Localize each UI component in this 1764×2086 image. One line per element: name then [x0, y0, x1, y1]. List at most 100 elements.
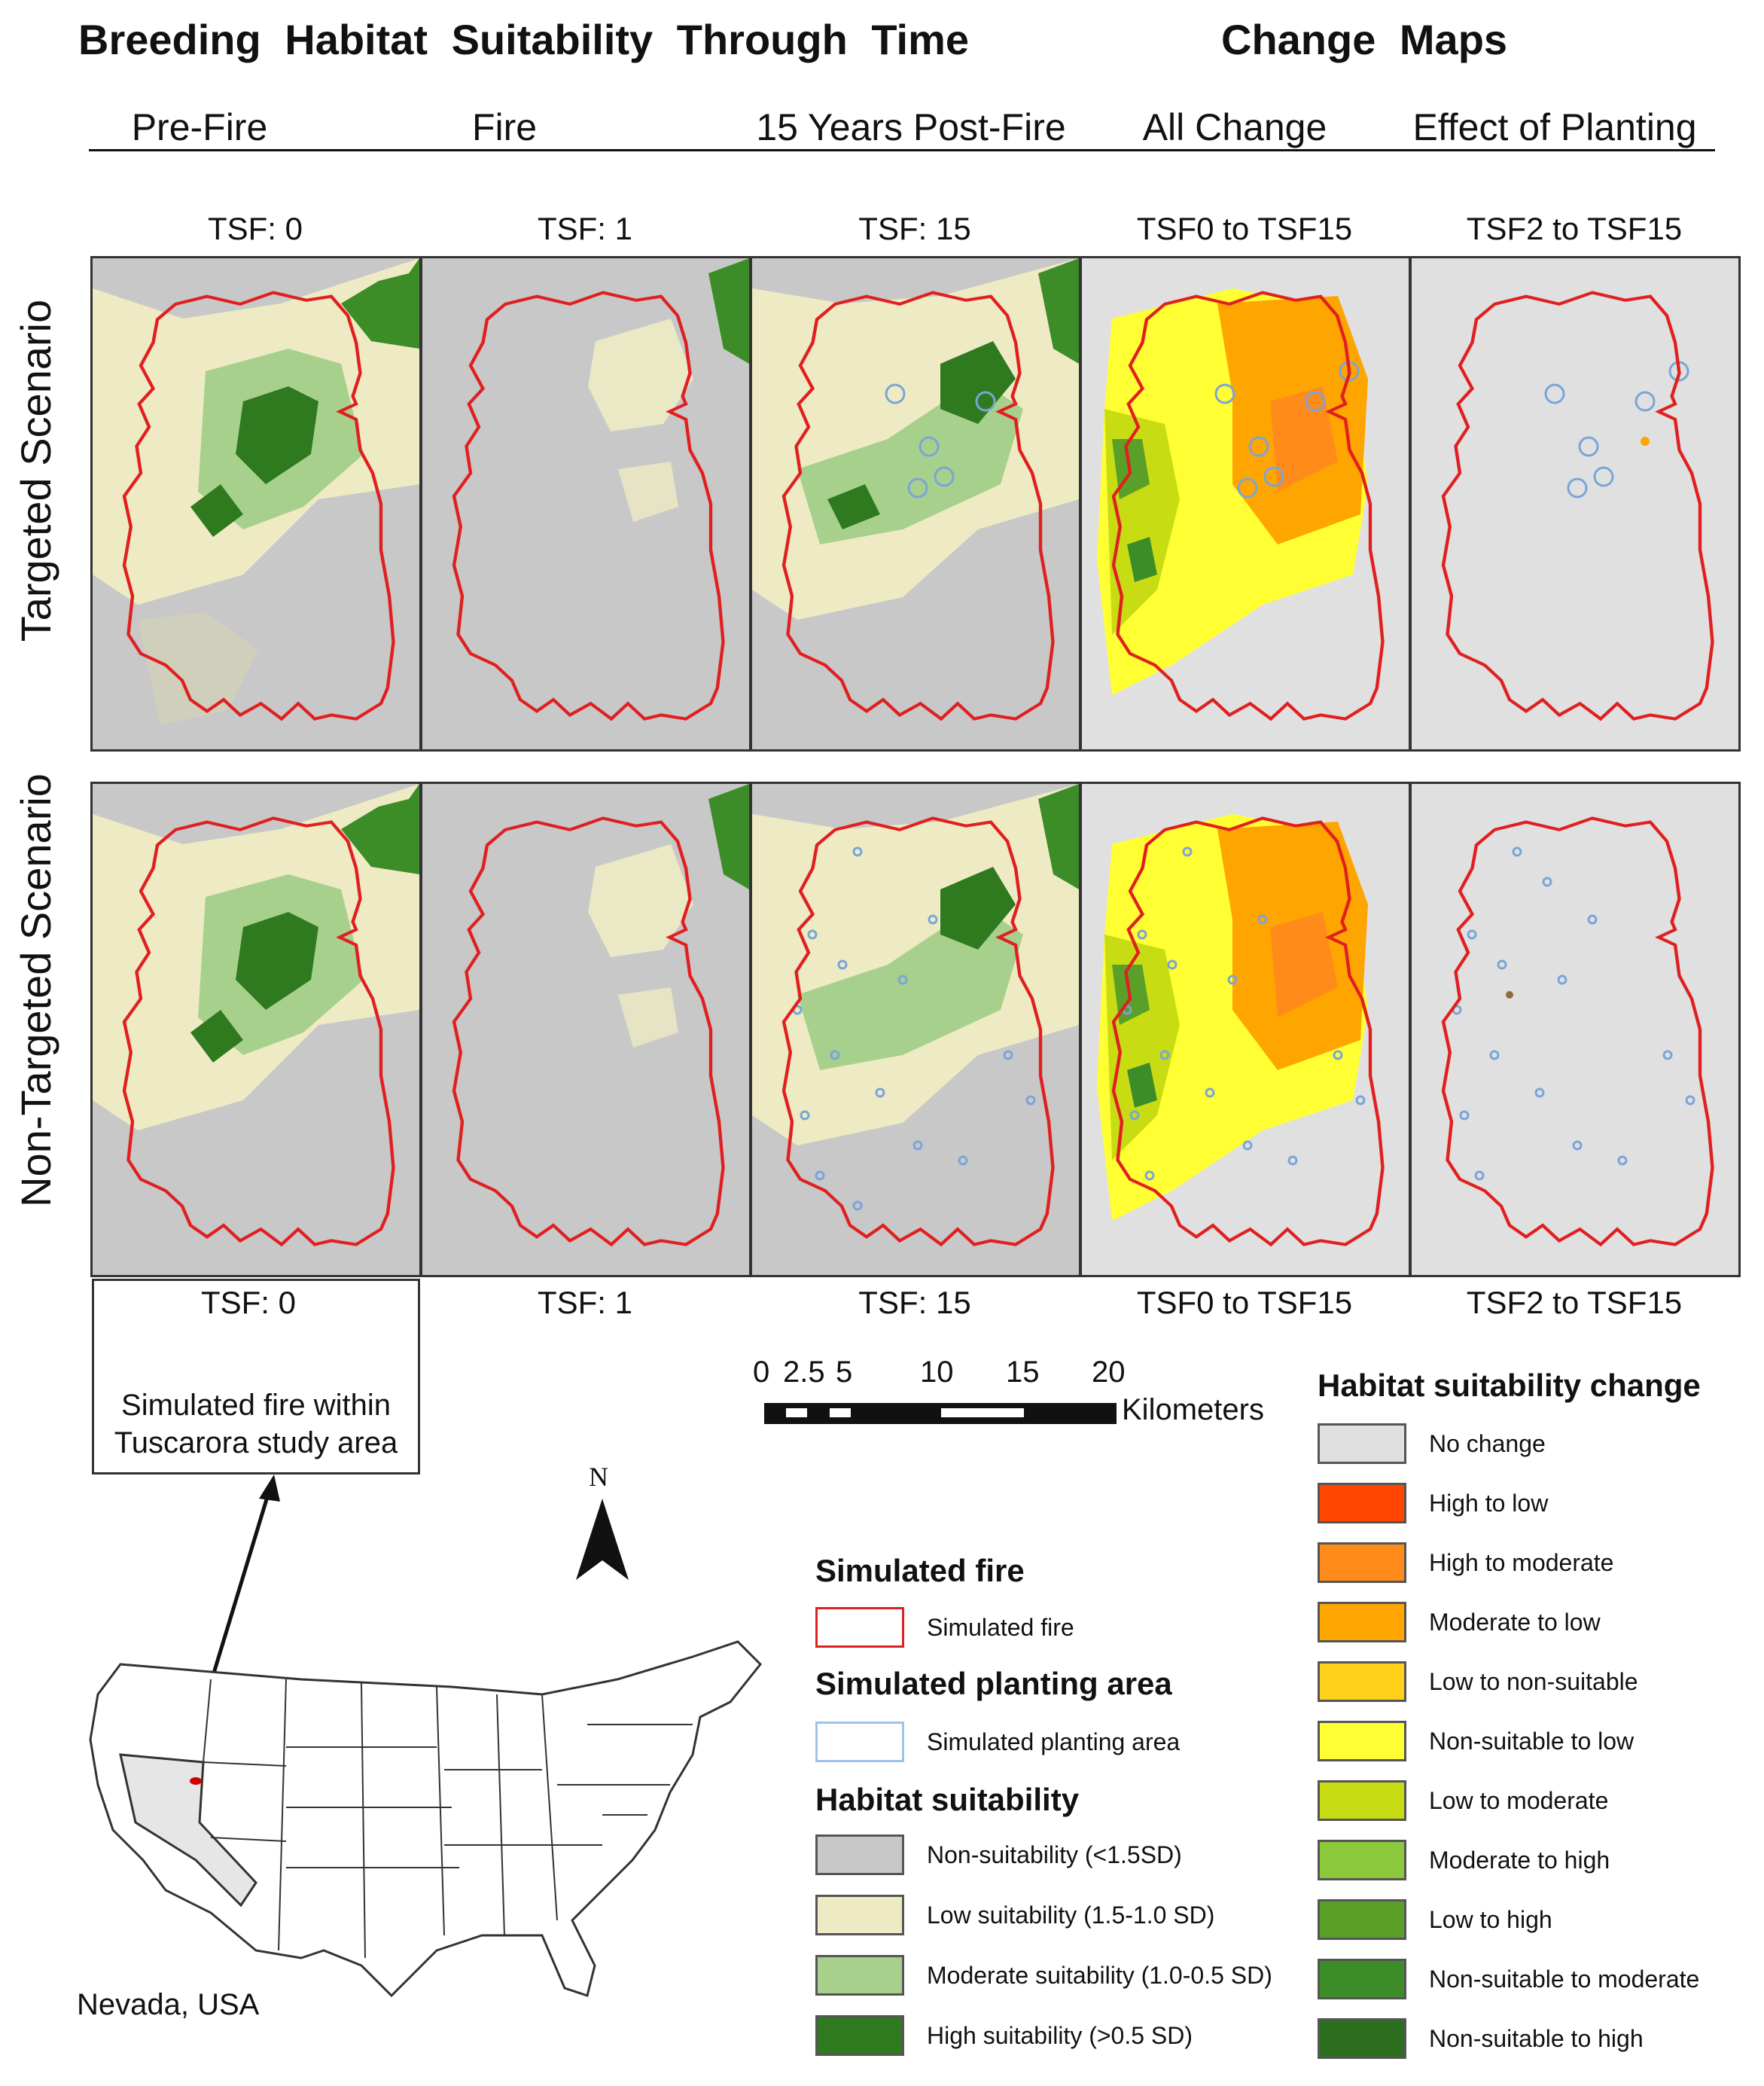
legend-suitability-title: Habitat suitability [815, 1782, 1080, 1817]
map-panel-nontargeted-change [1080, 782, 1411, 1277]
legend-change-label: Moderate to low [1429, 1608, 1601, 1636]
legend-change-label: Moderate to high [1429, 1846, 1610, 1874]
inset-caption: Simulated fire within Tuscarora study ar… [94, 1386, 418, 1462]
map-panel-targeted-tsf15 [750, 256, 1081, 752]
scale-tick-label: 20 [1092, 1356, 1126, 1389]
column-title-effect-planting: Effect of Planting [1412, 106, 1697, 148]
legend-suitability-item: High suitability (>0.5 SD) [815, 2015, 1193, 2056]
legend-suitability-item: Non-suitability (<1.5SD) [815, 1834, 1182, 1875]
legend-change-item: No change [1318, 1423, 1546, 1464]
legend-change-item: Low to high [1318, 1899, 1552, 1940]
column-title-pre-fire: Pre-Fire [131, 106, 268, 148]
legend-suitability-swatch [815, 1834, 904, 1875]
north-arrow-icon [576, 1499, 629, 1580]
legend-change-label: Non-suitable to low [1429, 1727, 1635, 1755]
header-change-maps: Change Maps [1221, 16, 1508, 63]
legend-change-item: Low to non-suitable [1318, 1661, 1638, 1702]
column-title-post-fire: 15 Years Post-Fire [756, 106, 1066, 148]
tsf-label-top: TSF: 15 [858, 211, 971, 246]
legend-change-swatch [1318, 1899, 1406, 1940]
map-panel-nontargeted-tsf15 [750, 782, 1081, 1277]
scale-tick-label: 10 [920, 1356, 954, 1389]
scale-unit: Kilometers [1122, 1393, 1264, 1426]
legend-change-label: Non-suitable to moderate [1429, 1965, 1700, 1993]
column-title-all-change: All Change [1142, 106, 1327, 148]
tsf-label-bottom: TSF0 to TSF15 [1136, 1285, 1353, 1320]
legend-change-label: Low to non-suitable [1429, 1667, 1638, 1695]
legend-change-title: Habitat suitability change [1318, 1368, 1701, 1403]
legend-planting-swatch [815, 1722, 904, 1762]
scale-tick-label: 2.5 [783, 1356, 825, 1389]
legend-suitability-label: Low suitability (1.5-1.0 SD) [927, 1901, 1215, 1929]
legend-change-label: High to moderate [1429, 1548, 1614, 1576]
scale-tick-label: 5 [836, 1356, 853, 1389]
tsf-label-top: TSF0 to TSF15 [1136, 211, 1353, 246]
tsf-label-top: TSF: 0 [207, 211, 303, 246]
map-panel-nontargeted-planting [1409, 782, 1741, 1277]
tsf-label-top: TSF: 1 [537, 211, 633, 246]
tsf-label-top: TSF2 to TSF15 [1466, 211, 1683, 246]
map-panel-targeted-change [1080, 256, 1411, 752]
legend-suitability-swatch [815, 1895, 904, 1935]
legend-suitability-item: Moderate suitability (1.0-0.5 SD) [815, 1955, 1272, 1996]
legend-change-item: High to low [1318, 1483, 1548, 1523]
legend-change-label: No change [1429, 1429, 1546, 1457]
legend-suitability-swatch [815, 2015, 904, 2056]
scale-tick-label: 0 [753, 1356, 770, 1389]
legend-change-label: High to low [1429, 1489, 1549, 1517]
row-label-non-targeted: Non-Targeted Scenario [12, 773, 59, 1207]
north-label: N [589, 1462, 608, 1492]
legend-change-item: Low to moderate [1318, 1780, 1608, 1821]
legend-change-item: Moderate to high [1318, 1840, 1610, 1880]
scale-bar [764, 1403, 1117, 1424]
row-label-targeted: Targeted Scenario [12, 299, 59, 642]
legend-change-swatch [1318, 1959, 1406, 1999]
scale-bar-ticks: 0 2.5 5 10 15 20 [753, 1356, 1144, 1393]
legend-change-swatch [1318, 1483, 1406, 1523]
legend-change-swatch [1318, 1661, 1406, 1702]
map-panel-nontargeted-tsf1 [420, 782, 751, 1277]
legend-change-item: High to moderate [1318, 1542, 1613, 1583]
legend-suitability-swatch [815, 1955, 904, 1996]
legend-planting-title: Simulated planting area [815, 1666, 1172, 1701]
legend-planting-item: Simulated planting area [815, 1722, 1180, 1762]
legend-change-swatch [1318, 2018, 1406, 2059]
legend-change-swatch [1318, 1542, 1406, 1583]
legend-suitability-item: Low suitability (1.5-1.0 SD) [815, 1895, 1214, 1935]
legend-planting-label: Simulated planting area [927, 1728, 1181, 1755]
legend-change-swatch [1318, 1721, 1406, 1761]
tsf-label-bottom: TSF: 1 [537, 1285, 633, 1320]
map-panel-targeted-tsf0 [90, 256, 422, 752]
inset-caption-line-2: Tuscarora study area [114, 1426, 398, 1459]
tsf-label-bottom: TSF: 0 [200, 1285, 297, 1320]
tsf-label-bottom: TSF2 to TSF15 [1466, 1285, 1683, 1320]
inset-caption-line-1: Simulated fire within [121, 1389, 391, 1422]
legend-suitability-label: High suitability (>0.5 SD) [927, 2021, 1193, 2049]
legend-change-item: Non-suitable to low [1318, 1721, 1634, 1761]
header-suitability: Breeding Habitat Suitability Through Tim… [78, 16, 970, 63]
map-panel-targeted-tsf1 [420, 256, 751, 752]
legend-change-swatch [1318, 1602, 1406, 1642]
us-locator-map [89, 1640, 763, 1998]
legend-fire-label: Simulated fire [927, 1613, 1074, 1641]
inset-location-label: Nevada, USA [77, 1988, 260, 2021]
header-rule [89, 149, 1715, 151]
legend-change-swatch [1318, 1423, 1406, 1464]
legend-change-item: Non-suitable to high [1318, 2018, 1644, 2059]
scale-tick-label: 15 [1006, 1356, 1040, 1389]
legend-fire-item: Simulated fire [815, 1607, 1074, 1648]
legend-fire-swatch [815, 1607, 904, 1648]
legend-suitability-label: Non-suitability (<1.5SD) [927, 1840, 1182, 1868]
tsf-label-bottom: TSF: 15 [858, 1285, 971, 1320]
legend-change-label: Non-suitable to high [1429, 2024, 1644, 2052]
legend-change-label: Low to moderate [1429, 1786, 1609, 1814]
legend-change-swatch [1318, 1780, 1406, 1821]
legend-change-item: Non-suitable to moderate [1318, 1959, 1699, 1999]
legend-change-item: Moderate to low [1318, 1602, 1601, 1642]
column-title-fire: Fire [471, 106, 538, 148]
legend-fire-title: Simulated fire [815, 1553, 1025, 1588]
legend-suitability-label: Moderate suitability (1.0-0.5 SD) [927, 1961, 1272, 1989]
legend-change-swatch [1318, 1840, 1406, 1880]
map-panel-nontargeted-tsf0 [90, 782, 422, 1277]
legend-change-label: Low to high [1429, 1905, 1552, 1933]
